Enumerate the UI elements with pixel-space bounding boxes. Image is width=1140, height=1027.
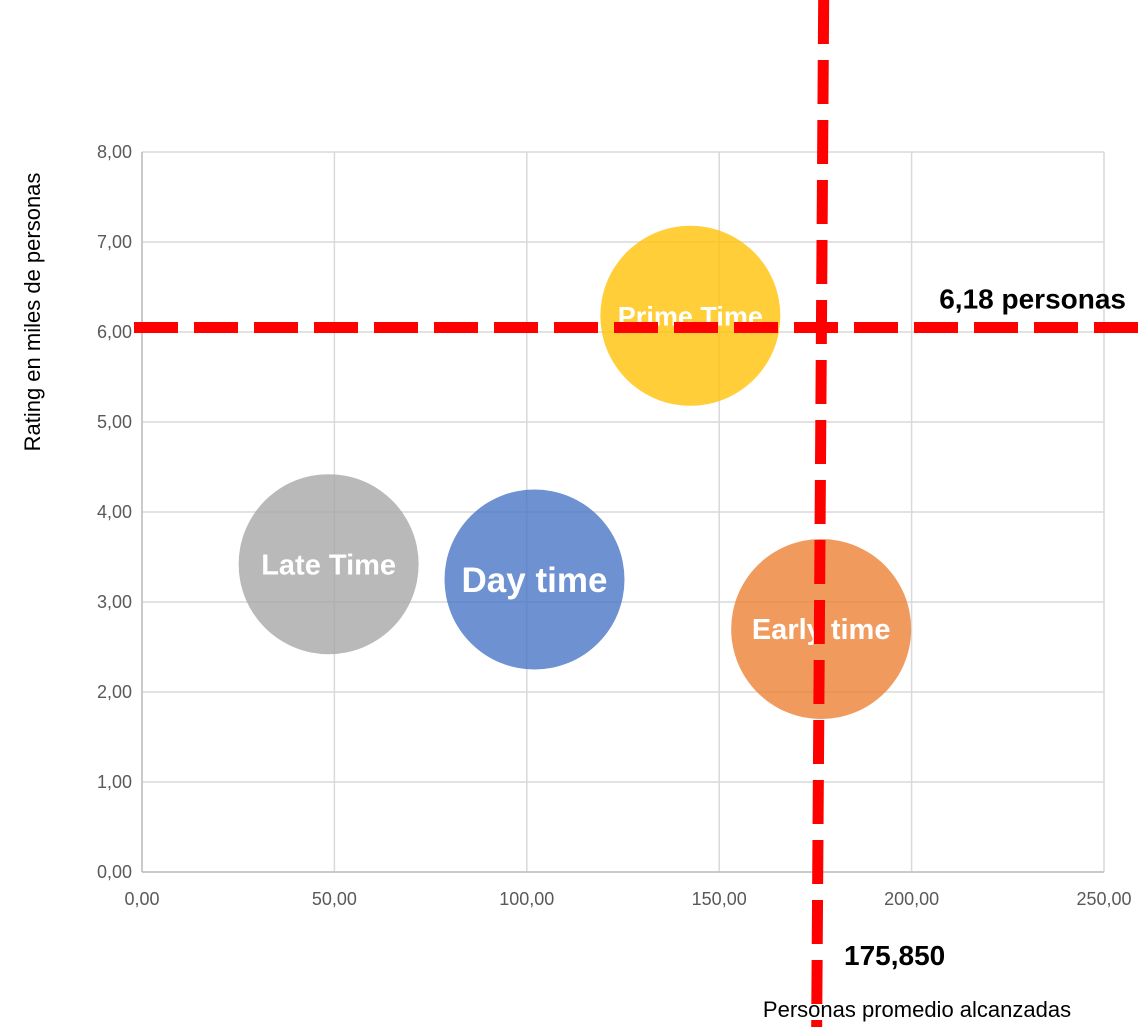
horizontal-reference-label: 6,18 personas	[939, 284, 1126, 315]
x-tick-label: 50,00	[312, 889, 357, 909]
x-tick-label: 100,00	[499, 889, 554, 909]
y-tick-label: 5,00	[97, 412, 132, 432]
x-tick-label: 250,00	[1076, 889, 1131, 909]
x-tick-label: 150,00	[692, 889, 747, 909]
x-axis-ticks: 0,00 50,00 100,00 150,00 200,00 250,00	[124, 889, 1131, 909]
y-tick-label: 3,00	[97, 592, 132, 612]
gridlines	[141, 151, 1105, 873]
y-axis-ticks: 0,00 1,00 2,00 3,00 4,00 5,00 6,00 7,00 8,00	[97, 142, 132, 882]
y-tick-label: 0,00	[97, 862, 132, 882]
vertical-reference-line	[811, 0, 830, 1027]
bubble-label-day-time: Day time	[462, 561, 608, 600]
bubble-prime-time	[600, 225, 781, 406]
bubble-label-late-time: Late Time	[261, 549, 396, 581]
y-tick-label: 2,00	[97, 682, 132, 702]
y-tick-label: 1,00	[97, 772, 132, 792]
x-tick-label: 200,00	[884, 889, 939, 909]
bubble-day-time	[444, 489, 625, 670]
x-tick-label: 0,00	[124, 889, 159, 909]
y-tick-label: 4,00	[97, 502, 132, 522]
y-axis-title: Rating en miles de personas	[20, 173, 45, 452]
y-tick-label: 6,00	[97, 322, 132, 342]
y-tick-label: 7,00	[97, 232, 132, 252]
y-tick-label: 8,00	[97, 142, 132, 162]
bubble-late-time	[238, 474, 419, 655]
vertical-reference-label: 175,850	[844, 940, 945, 971]
reference-lines: 6,18 personas 175,850	[134, 0, 1140, 1027]
x-axis-title: Personas promedio alcanzadas	[763, 997, 1071, 1022]
